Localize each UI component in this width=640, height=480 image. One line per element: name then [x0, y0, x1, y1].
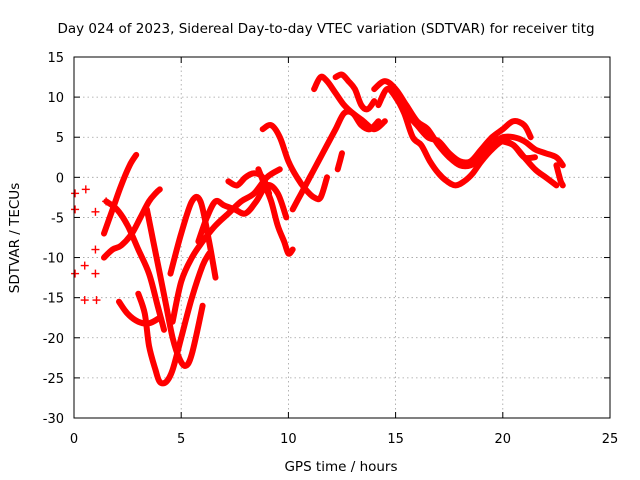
marker-layer: [71, 185, 111, 305]
tick-layer: 0 5 10 15 20 25 -30 -25 -20 -15 -10 -5 0 5 10 15: [43, 51, 619, 447]
series-track-2: [101, 186, 163, 261]
data-point-marker: [71, 269, 80, 278]
data-point-marker: [91, 269, 100, 278]
x-tick-label: 15: [387, 432, 404, 447]
x-tick-label: 10: [280, 432, 297, 447]
data-point-marker: [91, 207, 100, 216]
series-track-15: [332, 71, 378, 113]
x-tick-label: 20: [495, 432, 512, 447]
series-track-13: [289, 108, 382, 213]
series-track-11: [255, 166, 296, 257]
chart-title: Day 024 of 2023, Sidereal Day-to-day VTE…: [57, 21, 594, 37]
data-point-marker: [71, 205, 80, 214]
series-track-19: [392, 94, 534, 166]
y-tick-label: -5: [51, 211, 64, 226]
series-track-4: [116, 298, 163, 327]
y-tick-label: -15: [43, 292, 64, 307]
series-track-20: [489, 134, 560, 189]
y-tick-label: 0: [56, 171, 64, 186]
y-tick-label: 15: [47, 51, 64, 66]
data-point-marker: [102, 197, 111, 206]
data-point-marker: [80, 296, 89, 305]
track-layer: [101, 71, 566, 387]
y-axis-label: SDTVAR / TECUs: [7, 183, 23, 293]
series-track-1: [101, 151, 140, 237]
data-point-marker: [81, 185, 90, 194]
x-tick-label: 0: [70, 432, 78, 447]
series-track-21: [553, 162, 566, 189]
data-point-marker: [80, 261, 89, 270]
y-tick-label: 10: [47, 91, 64, 106]
series-track-14: [311, 73, 388, 133]
plot-frame: [73, 56, 611, 419]
x-axis-label: GPS time / hours: [284, 459, 397, 475]
y-tick-label: 5: [56, 131, 64, 146]
y-tick-label: -25: [43, 372, 64, 387]
x-tick-label: 25: [602, 432, 619, 447]
data-point-marker: [92, 296, 101, 305]
data-point-marker: [91, 245, 100, 254]
x-tick-label: 5: [177, 432, 185, 447]
y-tick-label: -30: [43, 412, 64, 427]
series-track-5: [135, 250, 213, 387]
y-tick-label: -20: [43, 332, 64, 347]
series-track-3: [103, 198, 167, 333]
series-track-16: [334, 150, 345, 173]
series-track-9: [195, 182, 290, 245]
series-track-6: [143, 206, 206, 369]
series-track-12: [259, 122, 330, 203]
series-track-7: [167, 193, 219, 281]
data-point-marker: [71, 189, 80, 198]
series-track-17: [371, 78, 566, 170]
series-track-8: [169, 166, 283, 325]
y-tick-label: -10: [43, 252, 64, 267]
